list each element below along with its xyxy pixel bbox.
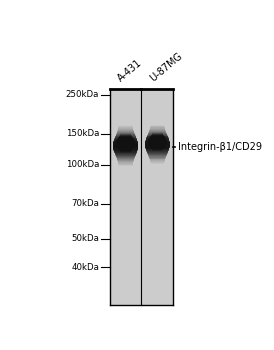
Text: A-431: A-431 <box>116 58 144 84</box>
Text: 250kDa: 250kDa <box>66 90 99 99</box>
Text: 100kDa: 100kDa <box>66 160 99 169</box>
Text: 40kDa: 40kDa <box>71 262 99 272</box>
Bar <box>110 89 173 305</box>
Text: 70kDa: 70kDa <box>71 199 99 208</box>
Text: U-87MG: U-87MG <box>148 51 184 84</box>
Text: 150kDa: 150kDa <box>66 129 99 138</box>
Text: 50kDa: 50kDa <box>71 234 99 243</box>
Text: Integrin-β1/CD29: Integrin-β1/CD29 <box>178 142 262 152</box>
